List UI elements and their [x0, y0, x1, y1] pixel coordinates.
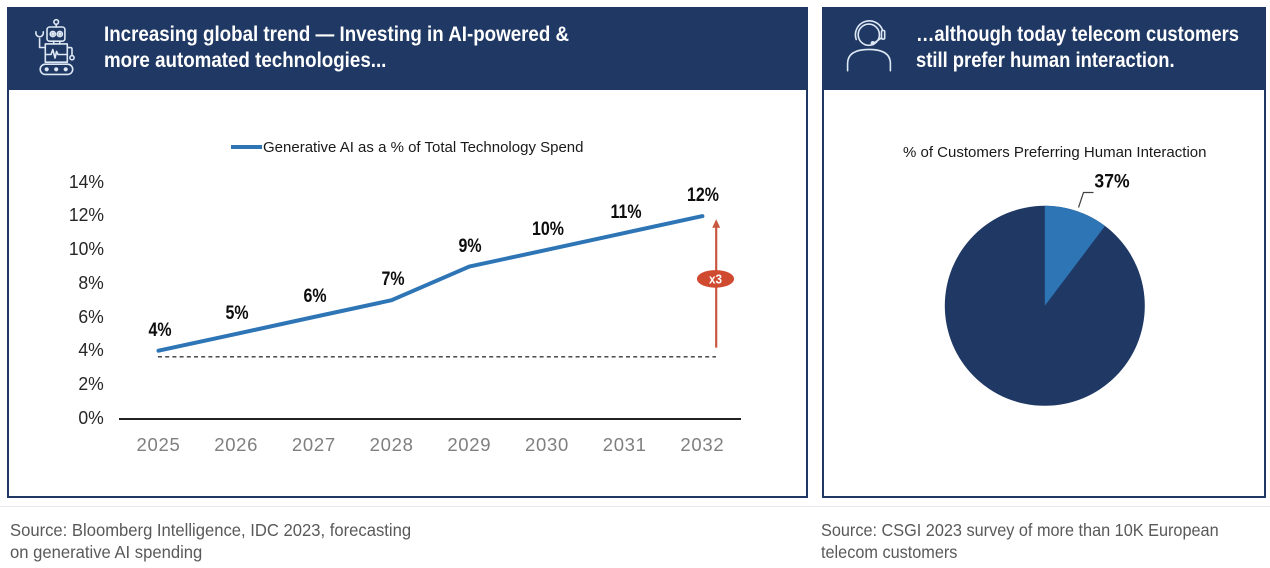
svg-text:x3: x3	[709, 272, 722, 287]
